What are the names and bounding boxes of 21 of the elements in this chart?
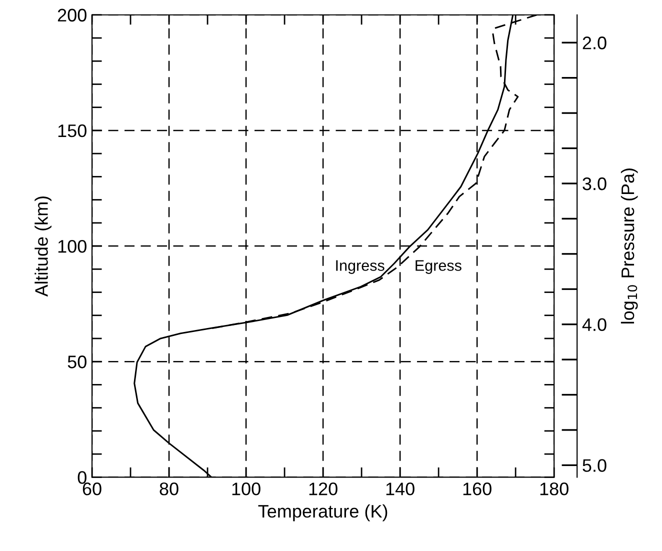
y-tick-label: 100 xyxy=(58,240,86,253)
y2-tick-label: 3.0 xyxy=(582,177,606,190)
annotation: Egress xyxy=(416,260,462,274)
y-axis-title: Altitude (km) xyxy=(34,196,52,297)
x-tick-label: 160 xyxy=(463,482,492,496)
x-tick-label: 80 xyxy=(160,482,178,496)
x-axis-title: Temperature (K) xyxy=(258,504,388,522)
x-tick-label: 60 xyxy=(82,482,102,496)
annotation: Ingress xyxy=(336,260,384,274)
x-tick-label: 180 xyxy=(540,482,568,496)
x-tick-label: 100 xyxy=(232,482,260,496)
y2-axis-title: log$_{10}$ Pressure (Pa) xyxy=(620,168,638,324)
x-tick-label: 140 xyxy=(386,482,414,496)
y2-tick-label: 4.0 xyxy=(582,318,606,332)
x-tick-label: 120 xyxy=(309,482,338,496)
y-tick-label: 50 xyxy=(68,356,86,368)
y-tick-label: 200 xyxy=(58,8,86,22)
y-tick-label: 150 xyxy=(58,124,86,138)
y-tick-label: 0 xyxy=(78,471,86,484)
y2-tick-label: 2.0 xyxy=(582,36,606,50)
y2-tick-label: 5.0 xyxy=(582,459,606,472)
